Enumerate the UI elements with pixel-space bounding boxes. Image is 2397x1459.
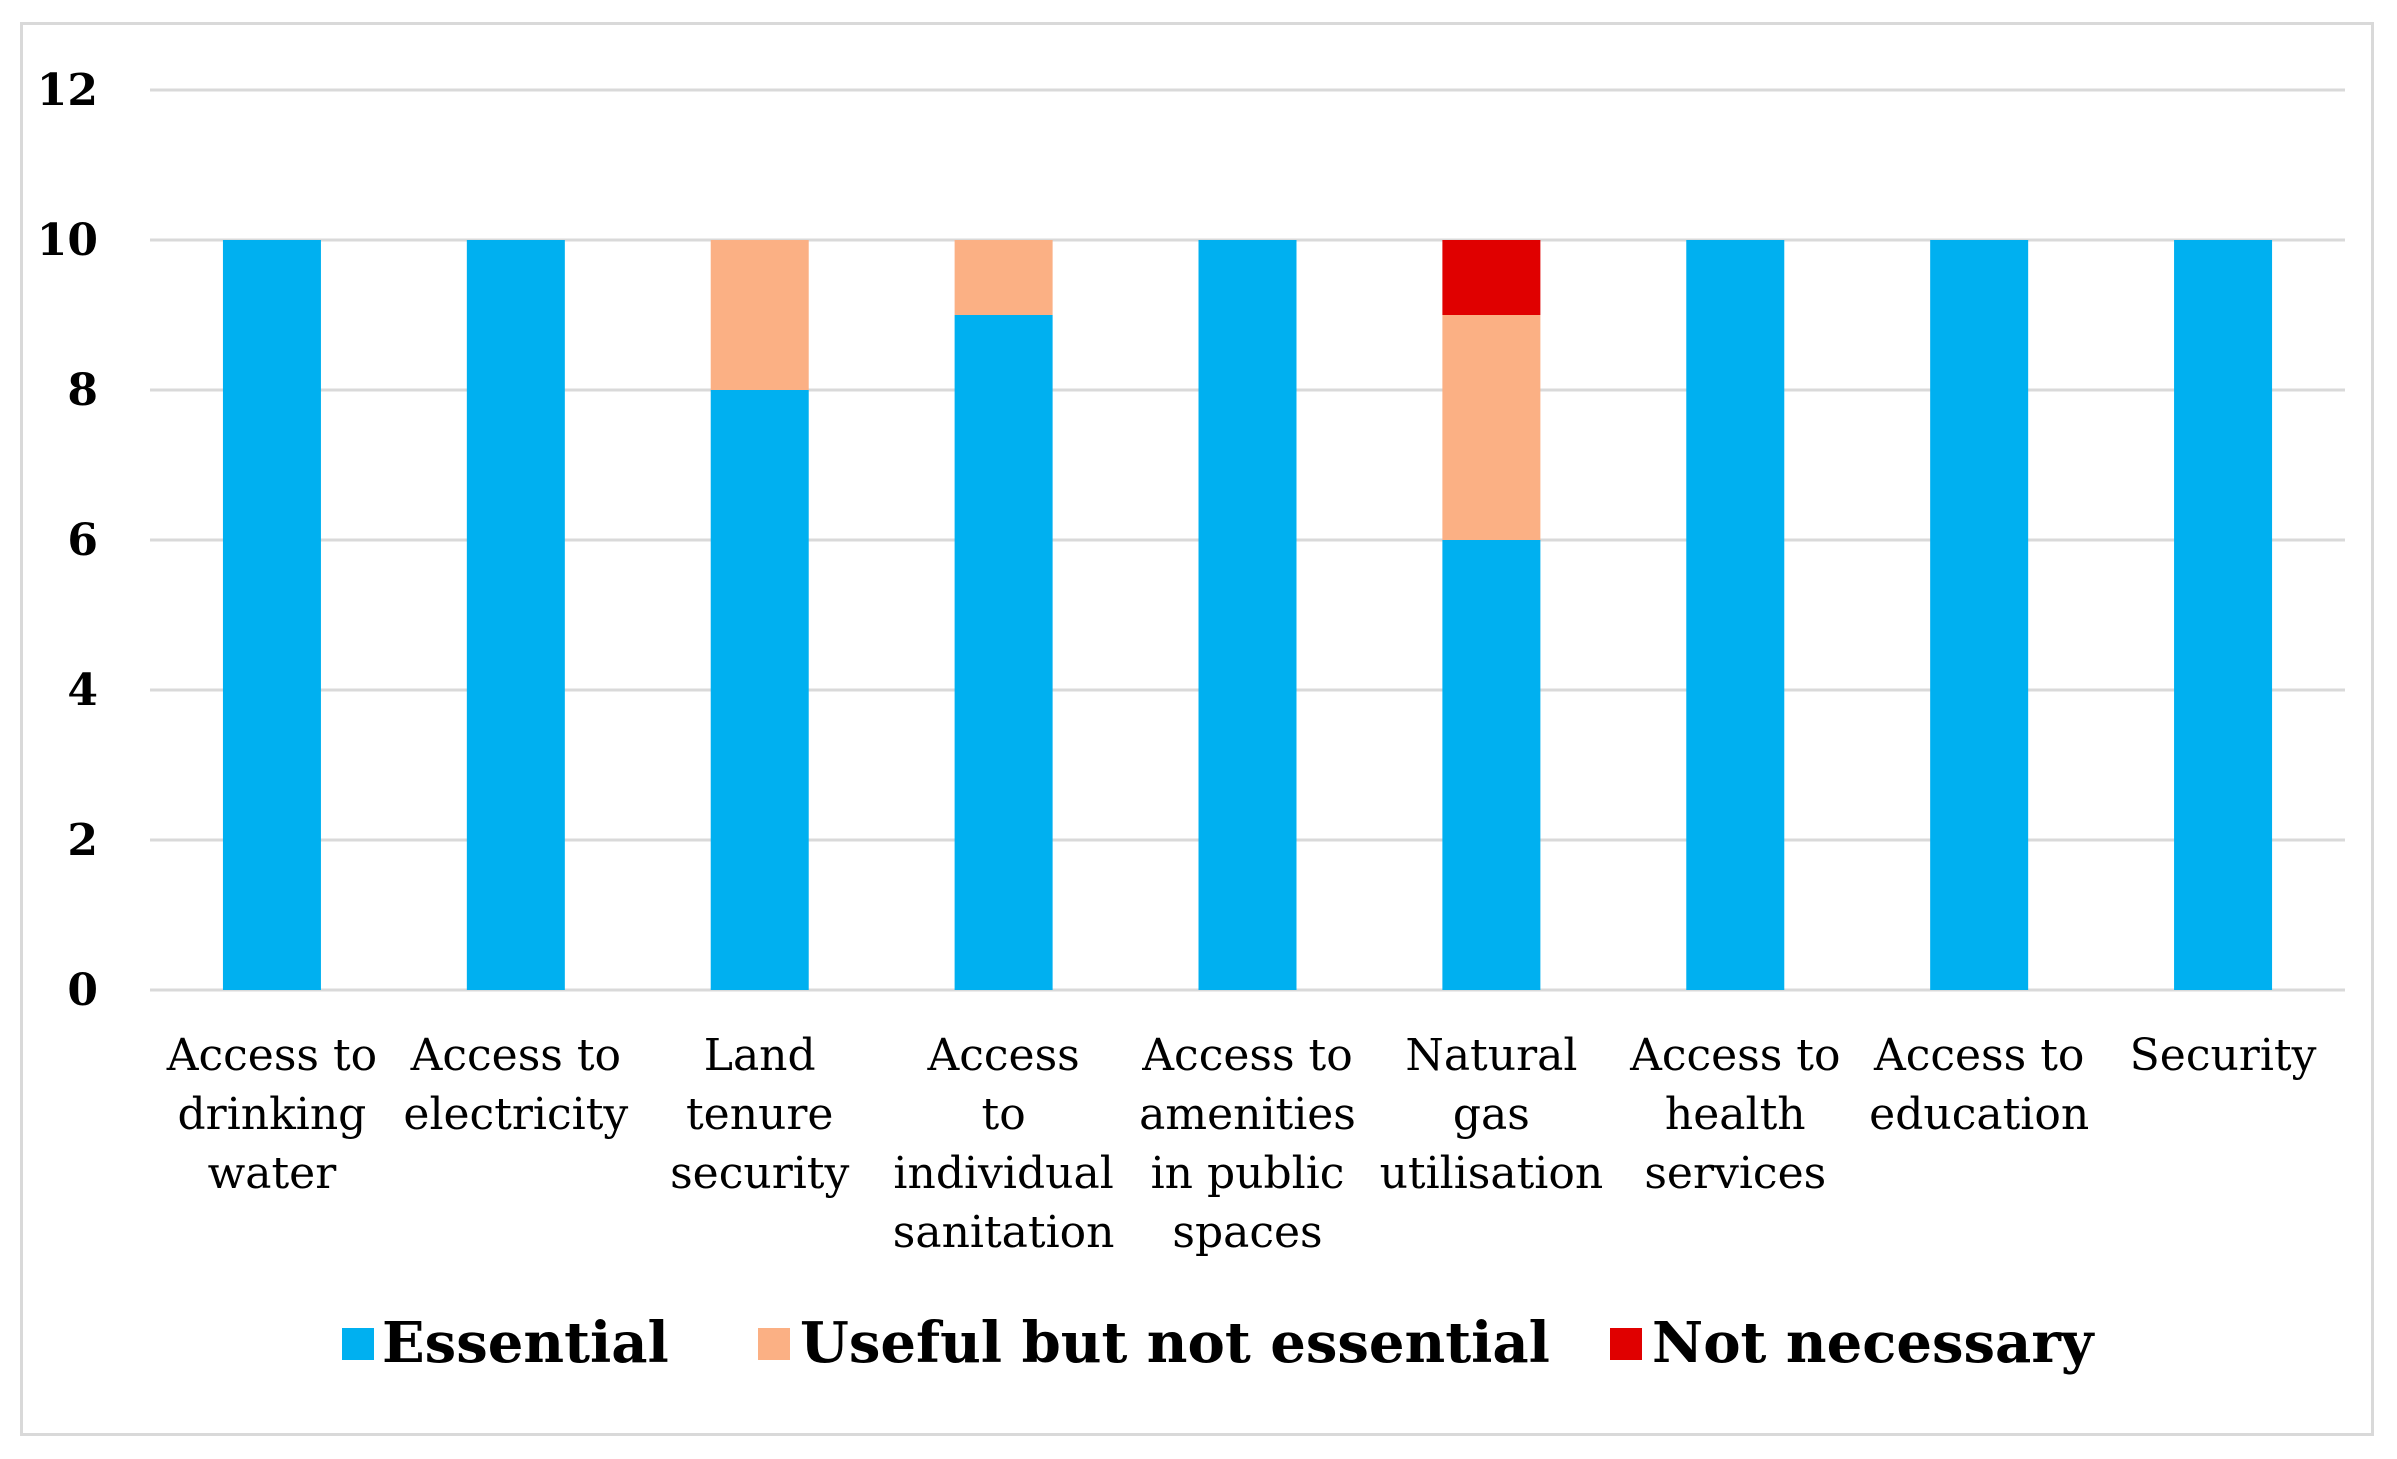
x-category-label: spaces	[1172, 1207, 1322, 1258]
x-category-label: electricity	[403, 1089, 628, 1140]
x-category-label: health	[1665, 1089, 1806, 1140]
bar-segment-useful-but-not-essential	[954, 240, 1053, 315]
x-category-label: sanitation	[893, 1207, 1115, 1258]
legend-label: Not necessary	[1652, 1310, 2095, 1376]
bars	[222, 240, 2273, 990]
bar-segment-essential	[466, 240, 565, 990]
x-category-label: gas	[1453, 1089, 1530, 1140]
bar-segment-not-necessary	[1442, 240, 1541, 315]
x-category-label: Land	[704, 1030, 816, 1081]
y-tick-label: 2	[67, 815, 98, 866]
x-category-label: utilisation	[1380, 1148, 1604, 1199]
x-category-label: drinking	[178, 1089, 367, 1140]
x-category-label: Access to	[1141, 1030, 1352, 1081]
bar-segment-essential	[710, 390, 809, 990]
x-category-label: water	[208, 1148, 338, 1199]
y-tick-label: 0	[67, 965, 98, 1016]
x-category-label: Access to	[166, 1030, 377, 1081]
y-axis-ticks: 0 2 4 6 8 10 12	[37, 65, 98, 1016]
x-category-label: amenities	[1139, 1089, 1356, 1140]
legend-swatch	[758, 1328, 790, 1360]
x-category-label: Access to	[410, 1030, 621, 1081]
y-tick-label: 10	[37, 215, 98, 266]
bar-segment-essential	[1686, 240, 1785, 990]
x-axis-categories: Access to drinking water Access to electrici…	[166, 1030, 2317, 1258]
x-category-label: individual	[893, 1148, 1113, 1199]
x-category-label: Access to	[1873, 1030, 2084, 1081]
x-category-label: in public	[1151, 1148, 1345, 1199]
legend-label: Useful but not essential	[800, 1310, 1550, 1376]
y-tick-label: 6	[67, 515, 98, 566]
x-category-label: Access to	[1629, 1030, 1840, 1081]
x-category-label: Access	[926, 1030, 1079, 1081]
y-tick-label: 12	[37, 65, 98, 116]
x-category-label: security	[670, 1148, 849, 1199]
x-category-label: Natural	[1405, 1030, 1577, 1081]
bar-segment-useful-but-not-essential	[1442, 315, 1541, 540]
x-category-label: to	[982, 1089, 1026, 1140]
legend: Essential Useful but not essential Not nec…	[342, 1310, 2095, 1376]
bar-segment-essential	[1930, 240, 2029, 990]
bar-segment-essential	[2174, 240, 2273, 990]
y-tick-label: 4	[67, 665, 98, 716]
bar-segment-essential	[954, 315, 1053, 990]
legend-label: Essential	[382, 1310, 669, 1376]
x-category-label: services	[1644, 1148, 1826, 1199]
legend-swatch	[1610, 1328, 1642, 1360]
y-tick-label: 8	[67, 365, 98, 416]
legend-swatch	[342, 1328, 374, 1360]
x-category-label: education	[1869, 1089, 2089, 1140]
x-category-label: tenure	[686, 1089, 833, 1140]
x-category-label: Security	[2130, 1030, 2317, 1081]
bar-segment-essential	[222, 240, 321, 990]
bar-segment-essential	[1442, 540, 1541, 990]
bar-segment-essential	[1198, 240, 1297, 990]
bar-segment-useful-but-not-essential	[710, 240, 809, 390]
